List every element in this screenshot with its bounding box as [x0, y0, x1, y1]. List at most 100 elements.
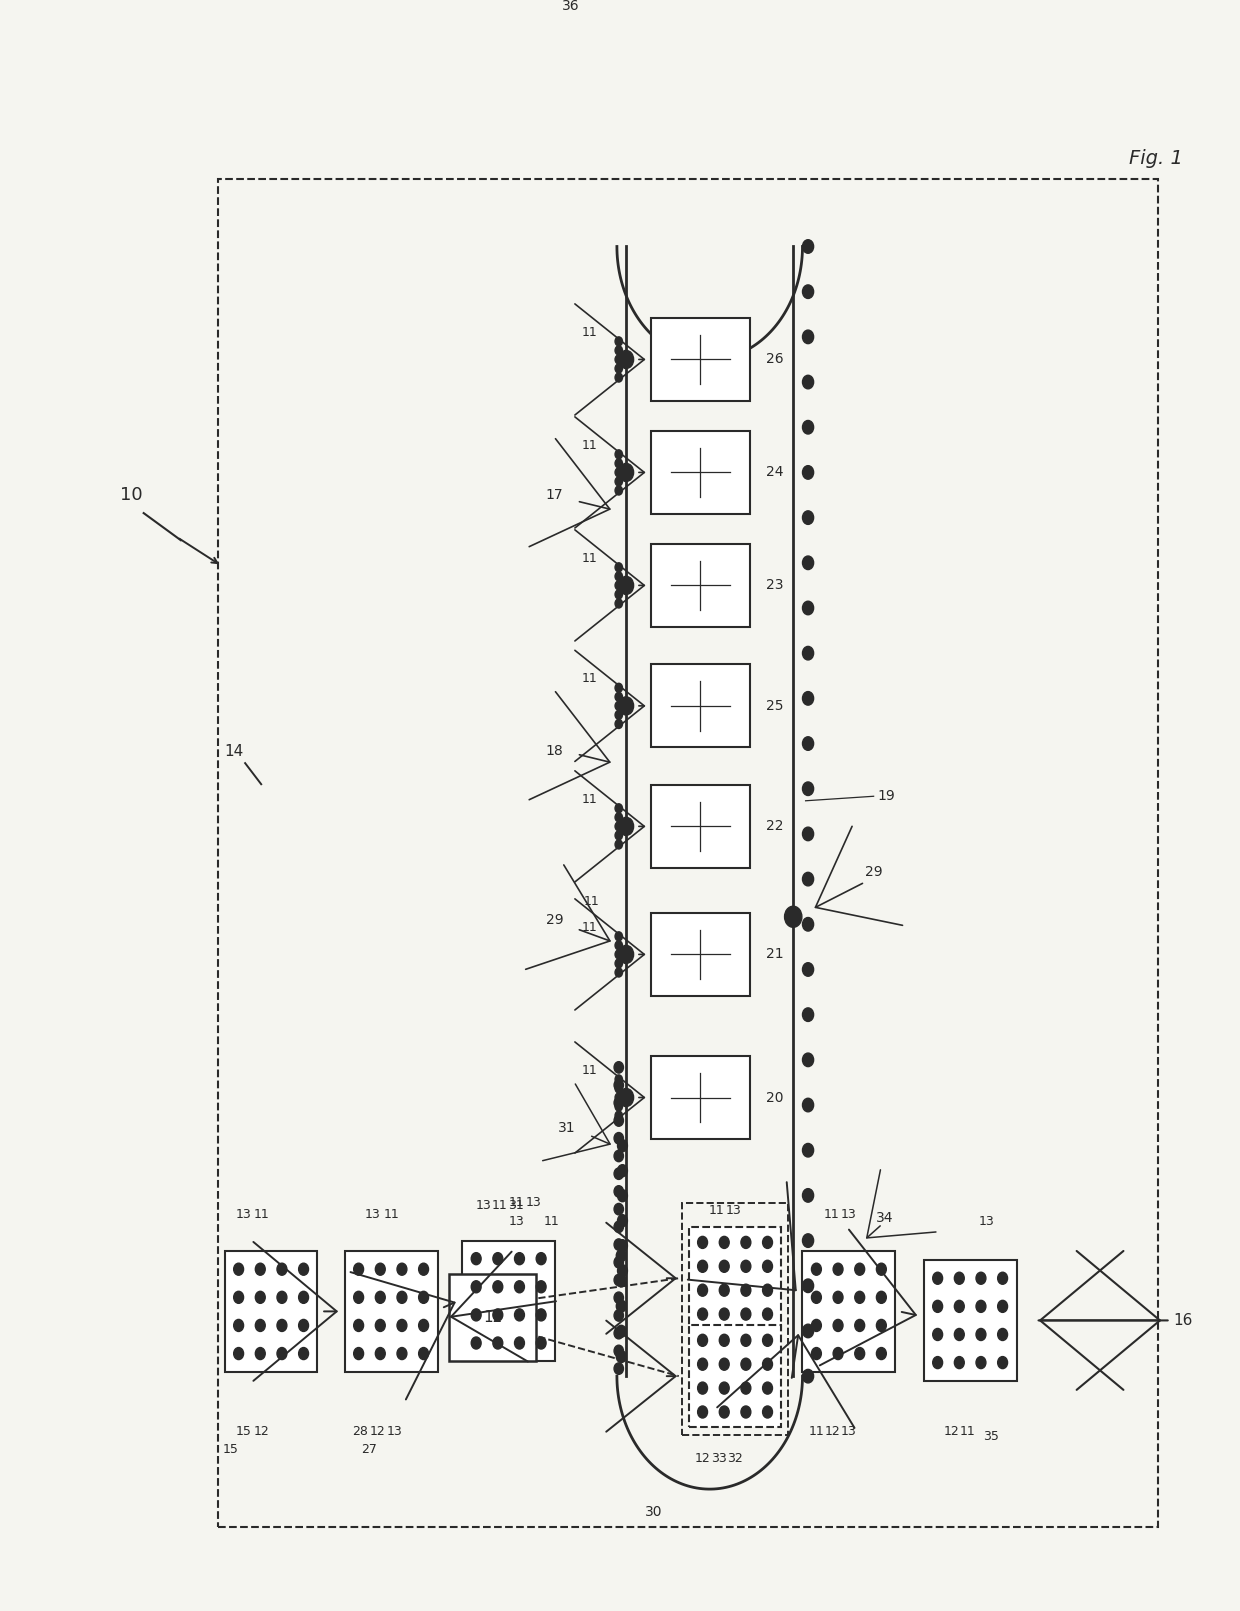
Circle shape	[419, 1263, 429, 1276]
Circle shape	[376, 1292, 386, 1303]
Circle shape	[492, 1337, 502, 1348]
Circle shape	[618, 1139, 627, 1152]
Circle shape	[877, 1292, 887, 1303]
Circle shape	[976, 1300, 986, 1313]
Circle shape	[615, 582, 622, 590]
Circle shape	[233, 1319, 243, 1331]
Text: 11: 11	[582, 1063, 596, 1076]
Circle shape	[802, 1369, 813, 1382]
Circle shape	[811, 1319, 821, 1331]
Circle shape	[233, 1263, 243, 1276]
Circle shape	[614, 1327, 624, 1339]
Text: 11: 11	[960, 1426, 976, 1439]
Circle shape	[998, 1356, 1008, 1369]
Bar	[224, 1252, 317, 1371]
Circle shape	[614, 1186, 624, 1197]
Circle shape	[615, 931, 622, 941]
Text: 26: 26	[766, 353, 784, 366]
Circle shape	[614, 1239, 624, 1250]
Circle shape	[719, 1334, 729, 1347]
Text: 11: 11	[544, 1215, 559, 1228]
Text: 24: 24	[766, 466, 784, 480]
Circle shape	[615, 337, 622, 346]
Circle shape	[719, 1284, 729, 1297]
Bar	[802, 1252, 895, 1371]
Circle shape	[619, 464, 634, 482]
Bar	[682, 1203, 787, 1435]
Circle shape	[615, 477, 622, 487]
Text: 32: 32	[727, 1453, 743, 1466]
Circle shape	[698, 1284, 708, 1297]
Text: 15: 15	[236, 1426, 252, 1439]
Circle shape	[619, 577, 634, 594]
Text: 19: 19	[877, 789, 895, 804]
Circle shape	[833, 1319, 843, 1331]
Circle shape	[719, 1260, 729, 1273]
Circle shape	[536, 1308, 546, 1321]
Circle shape	[742, 1236, 751, 1249]
Text: 13: 13	[841, 1208, 857, 1221]
Circle shape	[614, 1292, 624, 1303]
Text: 11: 11	[508, 1197, 525, 1210]
Circle shape	[353, 1319, 363, 1331]
Text: 13: 13	[841, 1426, 857, 1439]
Text: 30: 30	[645, 1505, 662, 1519]
Circle shape	[618, 1165, 627, 1176]
Circle shape	[802, 646, 813, 661]
Text: 28: 28	[352, 1426, 368, 1439]
Text: 11: 11	[582, 438, 596, 451]
Text: 20: 20	[766, 1091, 784, 1105]
Circle shape	[619, 817, 634, 836]
Circle shape	[614, 1079, 624, 1091]
Circle shape	[955, 1300, 965, 1313]
Circle shape	[932, 1356, 942, 1369]
Text: 12: 12	[370, 1426, 386, 1439]
Circle shape	[614, 1097, 624, 1108]
Circle shape	[976, 1273, 986, 1284]
Circle shape	[763, 1334, 773, 1347]
Circle shape	[854, 1347, 864, 1360]
Circle shape	[698, 1358, 708, 1371]
Text: 12: 12	[694, 1453, 711, 1466]
Circle shape	[811, 1263, 821, 1276]
Circle shape	[615, 804, 622, 814]
Circle shape	[616, 1250, 626, 1261]
Circle shape	[802, 736, 813, 751]
Circle shape	[376, 1263, 386, 1276]
Circle shape	[615, 354, 622, 364]
Circle shape	[614, 1274, 624, 1286]
Circle shape	[615, 950, 622, 959]
Circle shape	[353, 1347, 363, 1360]
Circle shape	[397, 1319, 407, 1331]
Circle shape	[742, 1358, 751, 1371]
Circle shape	[802, 330, 813, 343]
Circle shape	[811, 1292, 821, 1303]
Circle shape	[277, 1347, 286, 1360]
Circle shape	[698, 1382, 708, 1394]
Circle shape	[614, 1363, 624, 1374]
Circle shape	[802, 1279, 813, 1292]
Bar	[449, 1274, 536, 1361]
Circle shape	[614, 1133, 624, 1144]
Text: 11: 11	[582, 325, 596, 338]
Circle shape	[698, 1308, 708, 1319]
Text: 14: 14	[224, 744, 243, 759]
Bar	[651, 913, 750, 996]
Circle shape	[615, 814, 622, 822]
Circle shape	[742, 1382, 751, 1394]
Circle shape	[622, 8, 630, 18]
Circle shape	[615, 346, 622, 354]
Bar	[463, 1240, 556, 1361]
Text: 13: 13	[526, 1197, 542, 1210]
Circle shape	[802, 1144, 813, 1157]
Circle shape	[698, 1236, 708, 1249]
Circle shape	[698, 1334, 708, 1347]
Circle shape	[615, 831, 622, 839]
Text: 13: 13	[476, 1200, 492, 1213]
Circle shape	[255, 1319, 265, 1331]
Text: 11: 11	[808, 1426, 825, 1439]
Circle shape	[616, 1274, 626, 1287]
Circle shape	[802, 963, 813, 976]
Circle shape	[615, 1102, 622, 1112]
Circle shape	[376, 1347, 386, 1360]
